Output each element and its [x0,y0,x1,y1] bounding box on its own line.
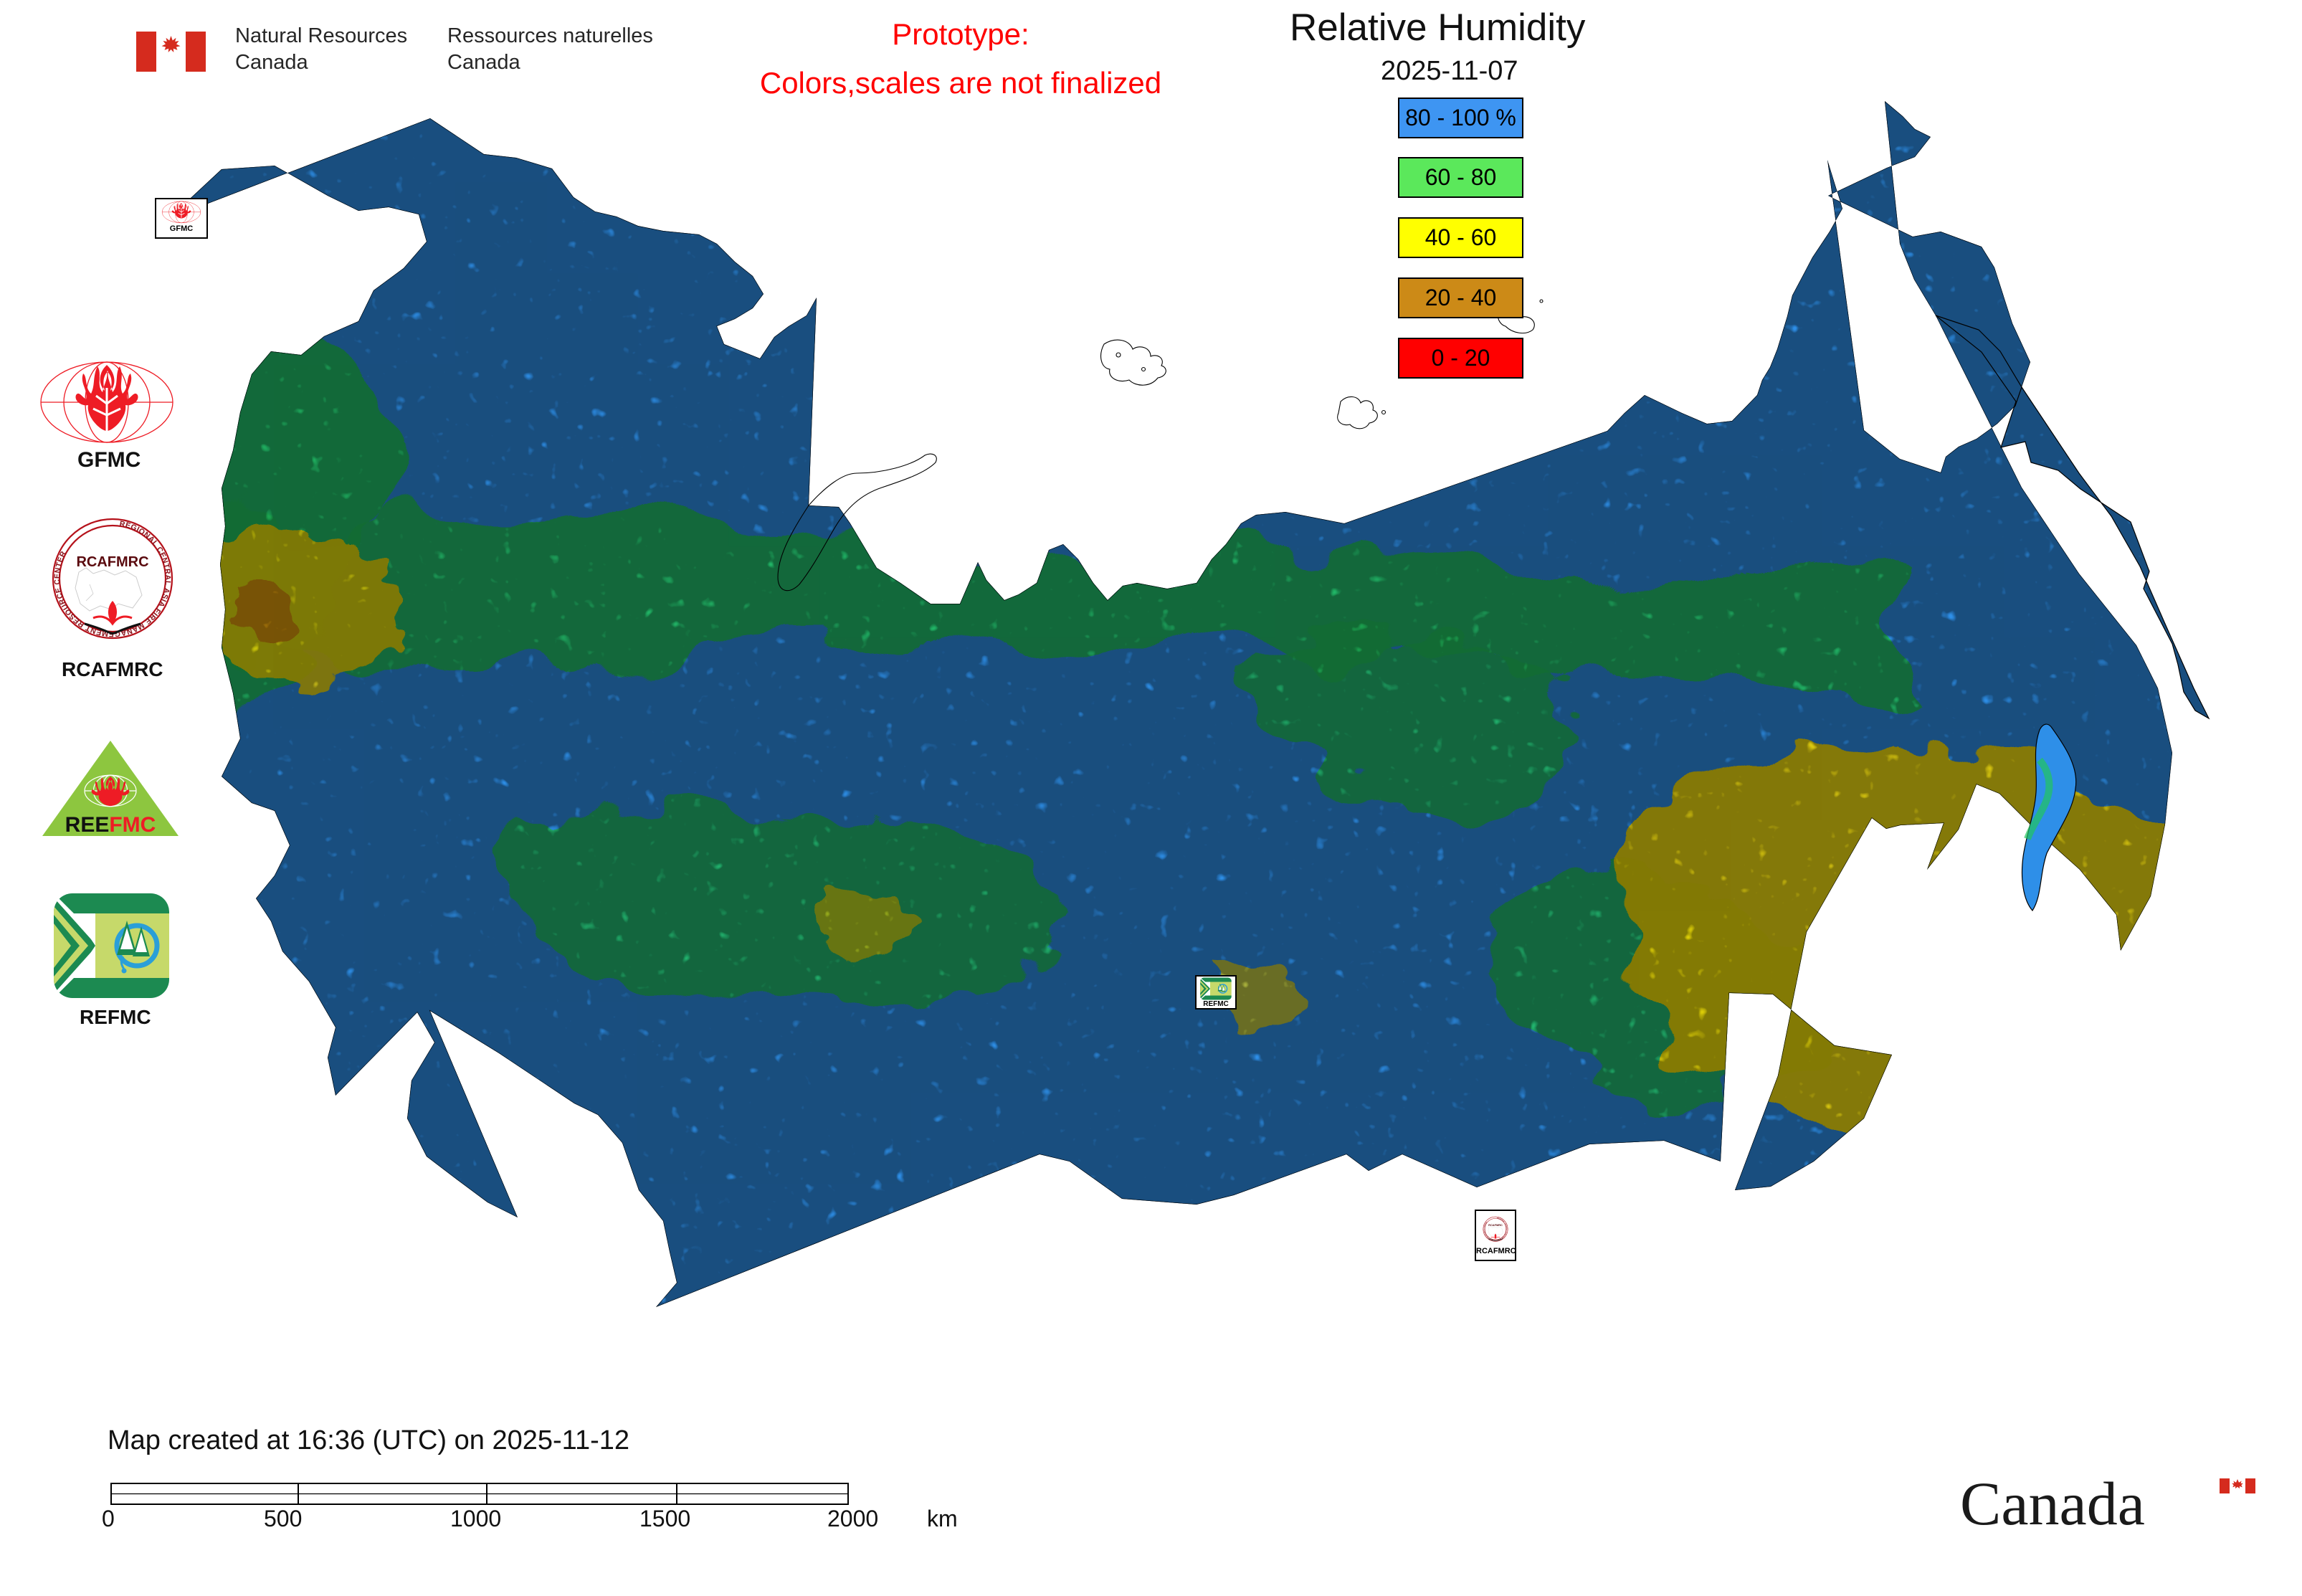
svg-text:RCAFMRC: RCAFMRC [76,554,148,570]
svg-text:REEFMC: REEFMC [65,813,156,837]
svg-text:Canada: Canada [1960,1469,2145,1538]
svg-text:RCAFMRC: RCAFMRC [1488,1223,1503,1227]
